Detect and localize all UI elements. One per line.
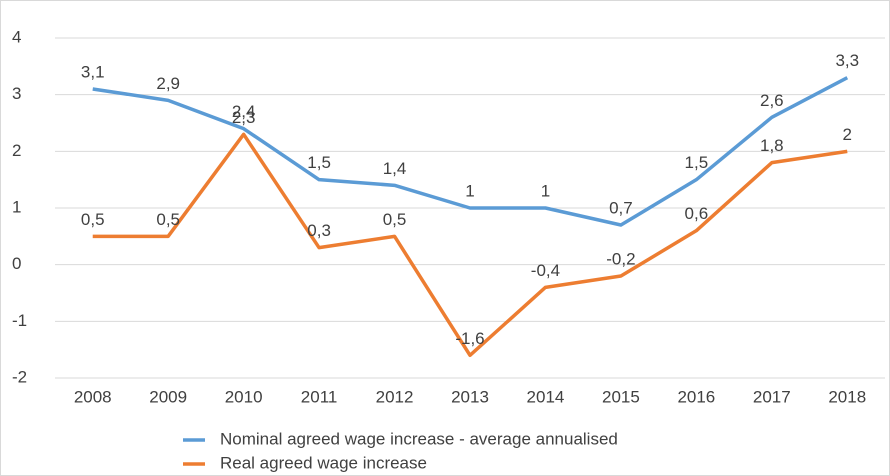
data-label: 2,9 [156, 74, 180, 93]
series-line [92, 132, 848, 358]
data-label: 3,3 [835, 51, 859, 70]
data-label: 3,1 [81, 62, 105, 81]
y-tick-label: -1 [12, 311, 27, 330]
y-tick-label: 3 [12, 84, 21, 103]
x-tick-label: 2015 [602, 387, 640, 406]
x-tick-label: 2016 [677, 387, 715, 406]
data-label: 1,5 [307, 153, 331, 172]
x-tick-label: 2011 [301, 387, 338, 406]
data-label: -1,6 [455, 329, 484, 348]
x-tick-label: 2012 [376, 387, 414, 406]
data-label: 0,7 [609, 198, 633, 217]
data-label: 0,5 [383, 210, 407, 229]
data-label: 0,6 [685, 204, 709, 223]
y-tick-label: 1 [12, 197, 21, 216]
legend-label: Real agreed wage increase [220, 453, 427, 472]
data-label: -0,2 [606, 249, 635, 268]
x-tick-label: 2009 [149, 387, 187, 406]
data-label: 1 [465, 181, 474, 200]
x-tick-label: 2017 [753, 387, 791, 406]
x-tick-label: 2010 [225, 387, 263, 406]
x-tick-label: 2008 [74, 387, 112, 406]
data-label: 2,4 [232, 102, 256, 121]
y-tick-label: 4 [12, 27, 21, 46]
y-tick-label: 2 [12, 141, 21, 160]
data-label: 1 [541, 181, 550, 200]
data-label: 0,5 [81, 210, 105, 229]
x-tick-label: 2014 [527, 387, 565, 406]
data-label: 2,3 [232, 108, 256, 127]
data-label: 2,6 [760, 91, 784, 110]
data-label: 1,8 [760, 136, 784, 155]
data-label: -0,4 [531, 261, 560, 280]
x-tick-label: 2018 [828, 387, 866, 406]
y-tick-label: -2 [12, 367, 27, 386]
x-tick-label: 2013 [451, 387, 489, 406]
legend-label: Nominal agreed wage increase - average a… [220, 429, 618, 448]
data-label: 0,5 [156, 210, 180, 229]
data-label: 1,5 [685, 153, 709, 172]
series-line [92, 76, 849, 227]
y-tick-label: 0 [12, 254, 21, 273]
data-label: 1,4 [383, 159, 407, 178]
data-label: 0,3 [307, 221, 331, 240]
data-label: 2 [843, 125, 852, 144]
